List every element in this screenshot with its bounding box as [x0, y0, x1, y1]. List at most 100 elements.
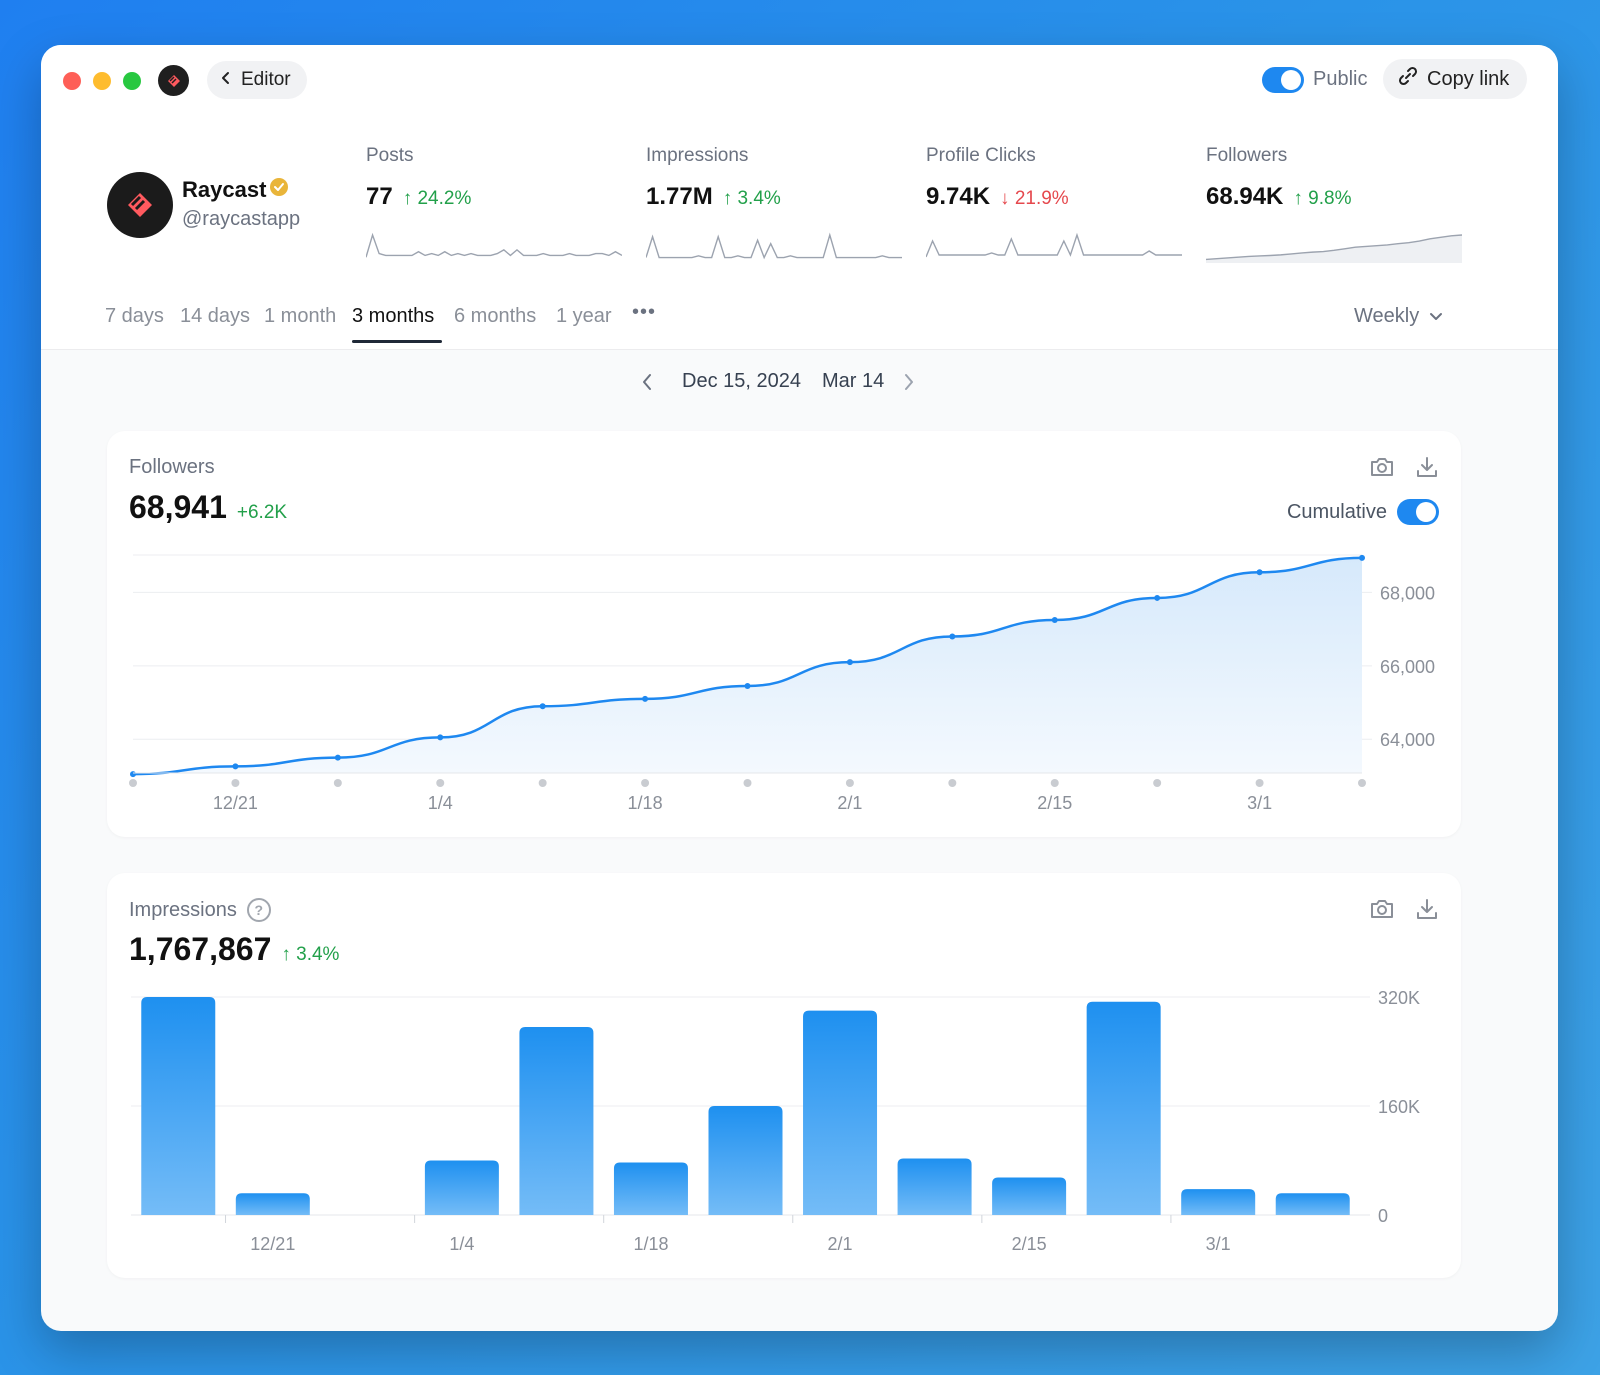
stat-label: Followers [1206, 145, 1288, 166]
followers-point[interactable] [949, 633, 956, 640]
x-tick-label: 12/21 [213, 793, 258, 813]
followers-point[interactable] [1051, 616, 1058, 623]
impressions-bar[interactable] [235, 1193, 310, 1215]
camera-icon[interactable] [1369, 455, 1395, 484]
impressions-bar[interactable] [1275, 1193, 1350, 1215]
link-icon [1397, 65, 1419, 93]
impressions-bar[interactable] [519, 1026, 594, 1215]
stat-change-text: 3.4% [737, 188, 781, 209]
followers-point[interactable] [1154, 594, 1161, 601]
raycast-logo-icon [158, 65, 189, 96]
impressions-bar[interactable] [141, 997, 216, 1215]
minimize-window-button[interactable] [93, 72, 111, 90]
impressions-card: 0 160K 320K 12/21 1/4 1/18 2/1 2/15 3/1 Impressi… [107, 873, 1461, 1278]
x-axis-dot [641, 779, 650, 787]
stat-change-text: 21.9% [1014, 188, 1069, 209]
back-label: Editor [241, 69, 291, 90]
followers-point[interactable] [130, 771, 136, 778]
profile-handle: @raycastapp [182, 208, 301, 230]
range-tab-2[interactable]: 1 month [264, 305, 337, 327]
impressions-card-title: Impressions ? [129, 898, 271, 922]
cumulative-toggle[interactable] [1397, 499, 1439, 525]
stat-change: ↑ 24.2% [402, 188, 472, 209]
cumulative-label: Cumulative [1286, 500, 1387, 523]
followers-card-title: Followers [129, 456, 215, 479]
x-axis-dot [436, 779, 445, 787]
range-tab-5[interactable]: 1 year [556, 305, 612, 327]
impressions-bar[interactable] [1181, 1189, 1256, 1215]
y-tick-label: 64,000 [1380, 730, 1435, 750]
x-tick-label: 1/18 [628, 793, 663, 813]
next-period-icon[interactable] [903, 372, 915, 397]
copy-link-button[interactable]: Copy link [1383, 59, 1528, 99]
stat-change: ↑ 3.4% [722, 188, 781, 209]
interval-dropdown[interactable]: Weekly [1354, 305, 1443, 328]
stat-change: ↑ 9.8% [1293, 188, 1352, 209]
impressions-bar[interactable] [613, 1162, 688, 1215]
stat-label: Posts [366, 145, 414, 166]
impressions-bar[interactable] [992, 1177, 1067, 1215]
x-axis-dot [845, 779, 854, 787]
x-axis-dot [231, 779, 240, 787]
impressions-card-actions [1369, 897, 1439, 926]
followers-point[interactable] [437, 734, 444, 741]
followers-point[interactable] [1359, 554, 1365, 561]
followers-point[interactable] [642, 695, 649, 702]
x-axis-dot [333, 779, 342, 787]
range-tab-1[interactable]: 14 days [180, 305, 251, 327]
followers-card-actions [1369, 455, 1439, 484]
copy-link-label: Copy link [1427, 67, 1510, 90]
followers-point[interactable] [1256, 569, 1263, 576]
y-tick-label: 66,000 [1380, 657, 1435, 677]
followers-point[interactable] [334, 754, 341, 761]
x-axis-dot [129, 779, 137, 787]
x-tick-label: 3/1 [1206, 1234, 1231, 1254]
stat-row: 68.94K ↑ 9.8% [1206, 183, 1466, 211]
sparkline-2 [926, 232, 1182, 258]
y-tick-label: 68,000 [1380, 583, 1435, 603]
date-range-end[interactable]: Mar 14 [822, 370, 885, 392]
public-label: Public [1313, 68, 1368, 90]
range-tab-0[interactable]: 7 days [105, 305, 164, 327]
download-icon[interactable] [1415, 897, 1439, 926]
profile-name: Raycast [182, 176, 290, 204]
stat-change-text: 9.8% [1308, 188, 1352, 209]
impressions-bar[interactable] [897, 1158, 972, 1215]
y-tick-label: 0 [1378, 1206, 1388, 1226]
date-range-start[interactable]: Dec 15, 2024 [682, 370, 801, 392]
app-window: Editor Public Copy link Raycast @raycast… [41, 45, 1558, 1331]
followers-point[interactable] [539, 703, 546, 710]
impressions-total: 1,767,867 [129, 931, 272, 967]
previous-period-icon[interactable] [641, 372, 653, 397]
header-area: Editor Public Copy link Raycast @raycast… [41, 45, 1558, 350]
stat-0: Posts 77 ↑ 24.2% [366, 145, 626, 211]
avatar [107, 172, 173, 238]
back-to-editor-button[interactable]: Editor [207, 61, 307, 99]
range-tab-4[interactable]: 6 months [454, 305, 537, 327]
public-toggle[interactable] [1262, 67, 1304, 93]
download-icon[interactable] [1415, 455, 1439, 484]
sparkline-0 [366, 232, 622, 258]
followers-point[interactable] [744, 683, 751, 690]
stat-1: Impressions 1.77M ↑ 3.4% [646, 145, 906, 211]
camera-icon[interactable] [1369, 897, 1395, 926]
maximize-window-button[interactable] [123, 72, 141, 90]
impressions-card-value: 1,767,867 ↑ 3.4% [129, 931, 339, 968]
followers-point[interactable] [846, 659, 853, 666]
impressions-bar[interactable] [1086, 1001, 1161, 1215]
x-tick-label: 2/15 [1012, 1234, 1047, 1254]
range-tab-3[interactable]: 3 months [352, 305, 435, 327]
impressions-bar[interactable] [424, 1160, 499, 1216]
followers-point[interactable] [232, 763, 239, 770]
impressions-bar[interactable] [803, 1010, 878, 1215]
x-tick-label: 12/21 [250, 1234, 295, 1254]
more-ranges-button[interactable]: ••• [632, 301, 657, 323]
sparkline-line [1206, 234, 1462, 261]
impressions-bar[interactable] [708, 1106, 783, 1215]
x-tick-label: 3/1 [1247, 793, 1272, 813]
sparkline-line [926, 232, 1182, 258]
x-tick-label: 2/1 [837, 793, 862, 813]
close-window-button[interactable] [63, 72, 81, 90]
chevron-down-icon [1429, 305, 1443, 328]
help-icon[interactable]: ? [246, 898, 271, 922]
